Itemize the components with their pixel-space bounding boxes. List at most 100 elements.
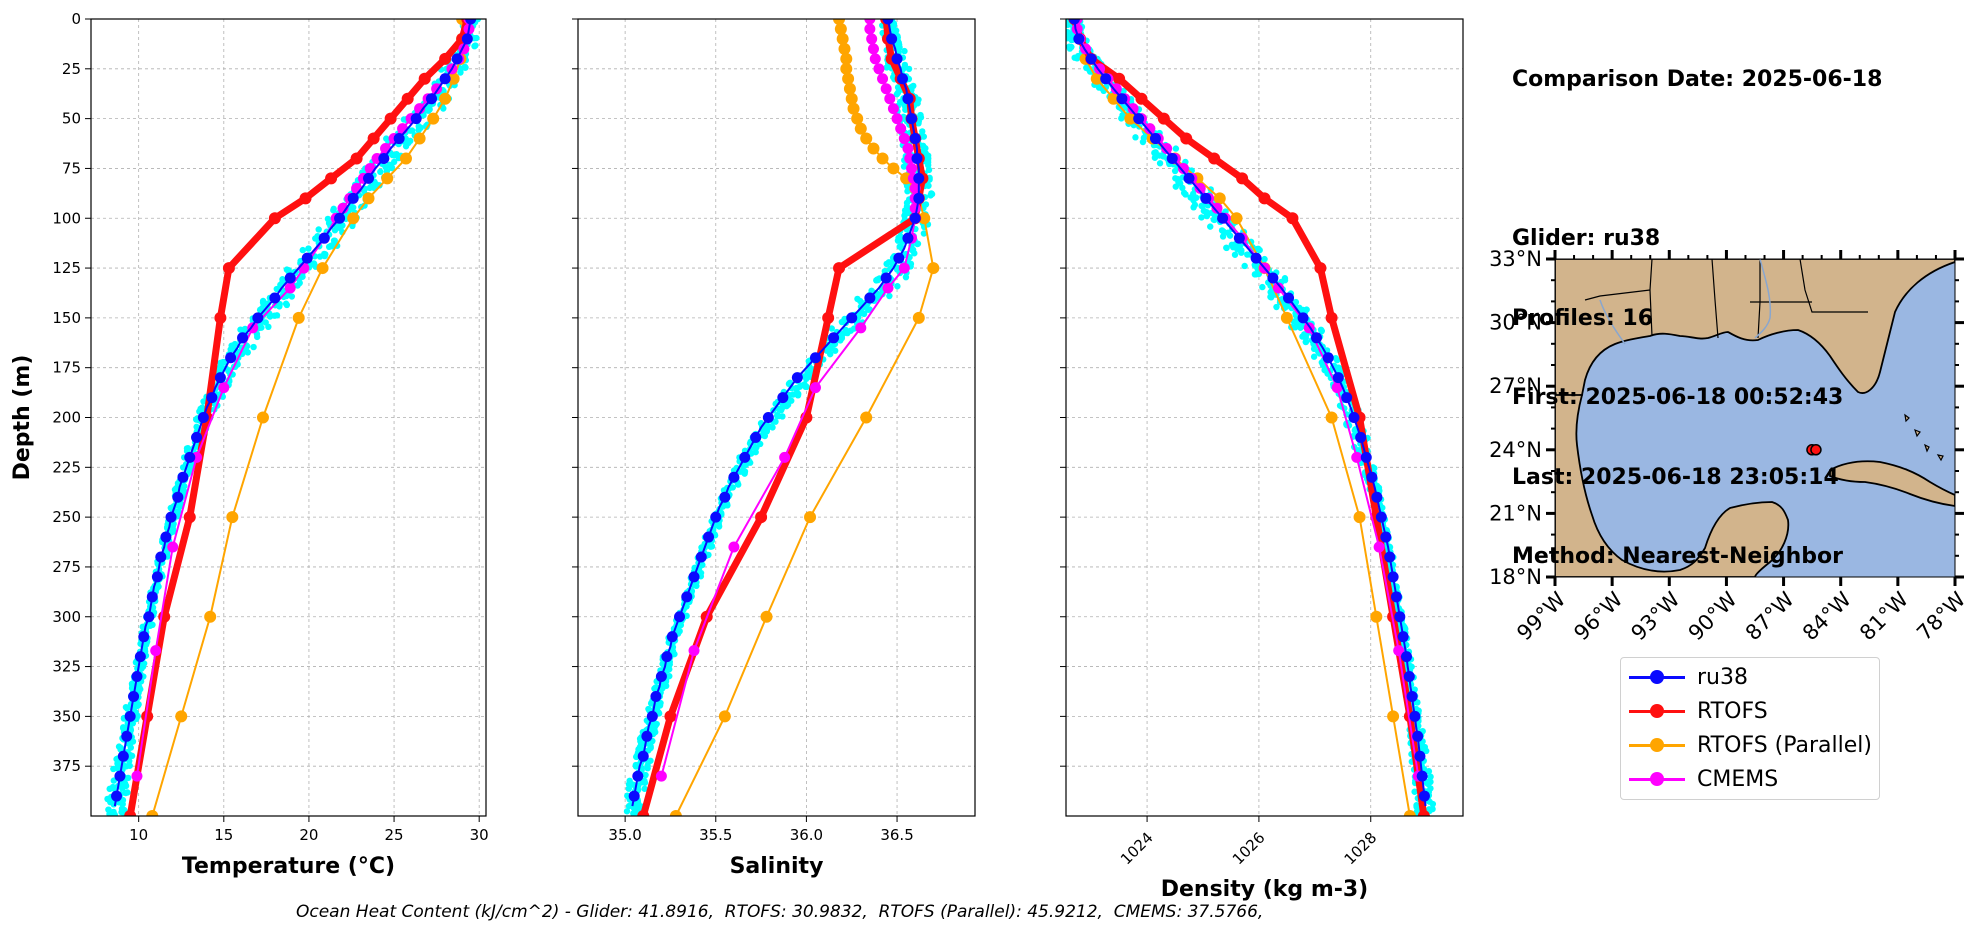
series-marker — [1200, 192, 1212, 204]
glider-point — [305, 245, 312, 252]
series-marker — [710, 511, 722, 523]
series-marker — [1387, 710, 1400, 723]
series-marker — [151, 571, 163, 583]
glider-point — [119, 785, 126, 792]
glider-point — [106, 785, 113, 793]
glider-point — [769, 424, 776, 431]
glider-point — [1414, 699, 1421, 706]
series-marker — [869, 53, 881, 65]
series-marker — [1144, 123, 1156, 135]
x-tick-label: 10 — [129, 826, 148, 844]
series-marker — [1414, 750, 1426, 762]
series-marker — [451, 53, 463, 65]
glider-point — [676, 627, 683, 635]
series-marker — [350, 152, 363, 165]
legend-swatch — [1629, 701, 1685, 721]
series-marker — [836, 32, 849, 45]
series-marker — [177, 471, 189, 483]
series-marker — [284, 282, 296, 294]
x-tick-label: 15 — [214, 826, 233, 844]
glider-point — [772, 418, 779, 425]
series-marker — [906, 113, 918, 125]
info-spacer — [1512, 147, 1882, 174]
series-marker — [877, 73, 889, 85]
glider-point — [625, 785, 633, 792]
series-marker — [1283, 292, 1295, 304]
series-marker — [777, 392, 789, 404]
glider-point — [645, 705, 652, 713]
series-marker — [809, 352, 821, 364]
glider-point — [1120, 87, 1127, 95]
series-marker — [898, 262, 910, 274]
glider-point — [779, 413, 786, 420]
glider-point — [647, 744, 654, 752]
glider-point — [886, 292, 893, 300]
y-tick-label: 375 — [52, 757, 81, 775]
series-marker — [739, 451, 751, 463]
series-marker — [393, 133, 405, 145]
x-tick-label: 35.5 — [699, 826, 732, 844]
glider-point — [1223, 244, 1230, 252]
glider-point — [827, 350, 834, 358]
series-marker — [1394, 611, 1406, 623]
x-tick-label: 1028 — [1341, 829, 1381, 869]
series-marker — [1100, 73, 1112, 85]
series-marker — [688, 571, 700, 583]
series-marker — [632, 770, 644, 782]
series-ru38 — [628, 19, 925, 807]
glider-point — [315, 226, 322, 233]
glider-point — [802, 383, 809, 391]
glider-point — [904, 188, 911, 195]
glider-point — [170, 527, 177, 535]
y-tick-label: 150 — [52, 309, 81, 327]
series-marker — [1194, 182, 1206, 194]
glider-point — [134, 702, 142, 709]
x-tick-label: 1024 — [1117, 829, 1157, 869]
glider-point — [635, 746, 642, 753]
glider-point — [288, 293, 296, 300]
y-tick-label: 50 — [62, 110, 81, 128]
legend-item-rtofs: RTOFS — [1629, 694, 1768, 728]
series-marker — [269, 292, 281, 304]
glider-point — [1066, 28, 1071, 36]
glider-point — [894, 237, 902, 244]
x-tick-label: 25 — [385, 826, 404, 844]
series-marker — [1360, 451, 1372, 463]
legend-item-cmems: CMEMS — [1629, 762, 1778, 796]
lat-tick-label: 21°N — [1489, 501, 1542, 525]
series-marker — [886, 33, 898, 45]
glider-point — [377, 168, 384, 176]
series-marker — [867, 142, 880, 155]
glider-point — [1375, 484, 1383, 491]
glider-point — [299, 246, 306, 254]
glider-point — [283, 301, 291, 309]
series-marker — [268, 212, 281, 225]
glider-point — [1273, 303, 1280, 311]
glider-point — [901, 47, 908, 55]
glider-point — [125, 774, 132, 782]
series-marker — [237, 332, 249, 344]
series-marker — [876, 152, 889, 165]
y-tick-label: 175 — [52, 359, 81, 377]
series-marker — [902, 143, 914, 155]
x-axis-label: Density (kg m-3) — [1161, 877, 1369, 902]
glider-point — [1156, 160, 1164, 167]
series-marker — [167, 541, 179, 553]
series-marker — [882, 282, 894, 294]
y-tick-label: 200 — [52, 409, 81, 427]
glider-point — [1238, 247, 1245, 254]
series-marker — [1116, 93, 1128, 105]
legend-label: RTOFS — [1697, 698, 1768, 724]
series-ru38 — [111, 19, 477, 807]
y-tick-label: 75 — [62, 159, 81, 177]
glider-point — [186, 464, 194, 471]
series-marker — [128, 690, 140, 702]
x-tick-label: 36.0 — [790, 826, 823, 844]
glider-point — [1231, 251, 1239, 258]
series-cmems — [655, 19, 921, 782]
series-marker — [1403, 810, 1416, 816]
series-marker — [1355, 431, 1367, 443]
lat-tick-label: 33°N — [1489, 247, 1542, 271]
series-marker — [669, 810, 682, 816]
glider-point — [330, 205, 337, 213]
